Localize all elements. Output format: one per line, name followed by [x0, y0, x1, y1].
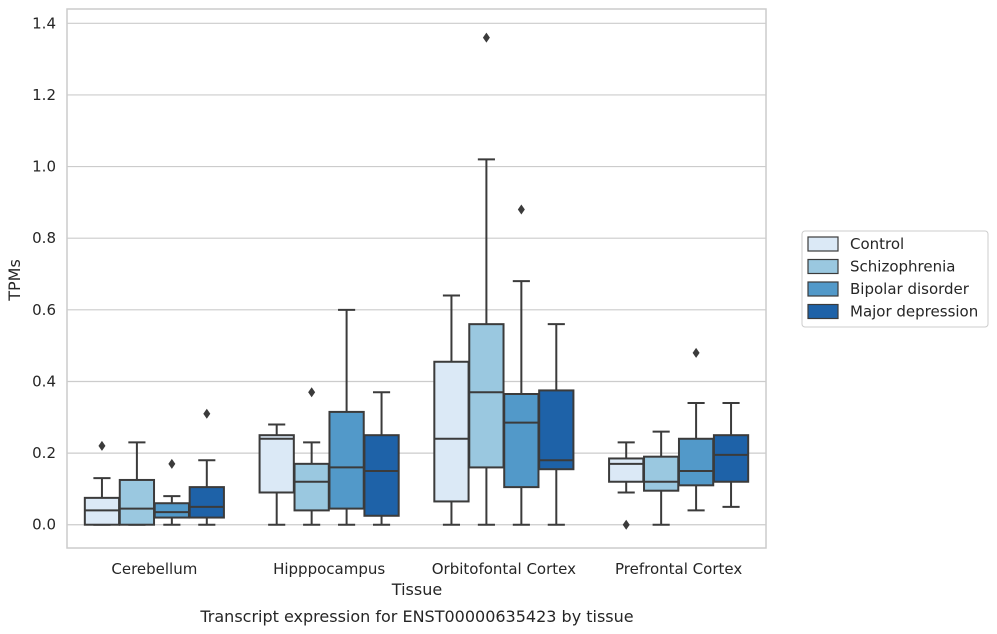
box	[293, 462, 330, 512]
outlier-marker	[308, 387, 316, 398]
box	[503, 393, 540, 489]
legend-frame	[801, 230, 989, 328]
box-plot	[363, 391, 400, 526]
box-plot	[153, 458, 190, 526]
box	[643, 455, 680, 492]
box	[677, 437, 715, 487]
box	[608, 457, 645, 483]
grid-lines	[67, 22, 766, 526]
box	[118, 478, 156, 526]
box-plots	[83, 32, 750, 530]
box	[538, 389, 575, 471]
legend-label: Schizophrenia	[850, 258, 955, 276]
box	[153, 502, 190, 519]
box-plot	[643, 430, 680, 526]
outlier-marker	[517, 204, 525, 215]
outlier-marker	[203, 408, 211, 419]
outlier-marker	[482, 32, 490, 43]
plot-frame	[66, 8, 767, 549]
y-tick-labels: 0.0 0.2 0.4 0.6 0.8 1.0 1.2 1.4	[32, 14, 56, 533]
box-plot	[712, 401, 750, 508]
legend-label: Control	[850, 235, 904, 253]
box-plot	[503, 204, 540, 526]
legend-label: Major depression	[850, 303, 978, 321]
outlier-marker	[168, 458, 176, 469]
box	[468, 323, 505, 469]
x-tick-label: Hipppocampus	[273, 560, 385, 578]
box-plot	[538, 323, 575, 526]
y-tick-label: 0.2	[32, 444, 56, 462]
y-tick-label: 1.2	[32, 86, 56, 104]
x-tick-label: Orbitofontal Cortex	[432, 560, 576, 578]
x-tick-labels: Cerebellum Hipppocampus Orbitofontal Corte…	[111, 560, 742, 578]
y-tick-label: 1.4	[32, 14, 56, 32]
legend: Control Schizophrenia Bipolar disorder Majo…	[801, 230, 989, 328]
box-plot	[608, 441, 645, 530]
y-tick-label: 0.0	[32, 516, 56, 534]
box	[363, 434, 400, 517]
box-plot	[258, 423, 295, 526]
legend-label: Bipolar disorder	[850, 280, 970, 298]
box	[188, 486, 225, 519]
y-tick-label: 0.6	[32, 301, 56, 319]
box-plot	[293, 387, 330, 526]
box-plot	[468, 32, 505, 526]
box	[328, 410, 365, 510]
box-plot	[677, 347, 715, 512]
box-plot	[188, 408, 225, 526]
y-tick-label: 0.4	[32, 372, 56, 390]
box	[258, 434, 295, 494]
box-plot	[328, 308, 365, 526]
outlier-marker	[98, 440, 106, 451]
x-tick-label: Prefrontal Cortex	[615, 560, 742, 578]
box-plot	[433, 294, 470, 526]
box	[433, 360, 470, 503]
outlier-marker	[692, 347, 700, 358]
y-tick-label: 0.8	[32, 229, 56, 247]
box-plot	[118, 441, 156, 526]
y-axis-label: TPMs	[5, 259, 24, 302]
x-axis-label: Tissue	[391, 580, 442, 599]
legend-swatch	[807, 258, 839, 275]
legend-swatch	[807, 303, 839, 320]
x-tick-label: Cerebellum	[111, 560, 197, 578]
legend-swatch	[807, 236, 839, 252]
chart-caption: Transcript expression for ENST0000063542…	[199, 607, 633, 626]
legend-swatch	[807, 281, 839, 297]
box-plot	[83, 440, 121, 526]
outlier-marker	[622, 519, 630, 530]
y-tick-label: 1.0	[32, 158, 56, 176]
box	[712, 434, 750, 483]
